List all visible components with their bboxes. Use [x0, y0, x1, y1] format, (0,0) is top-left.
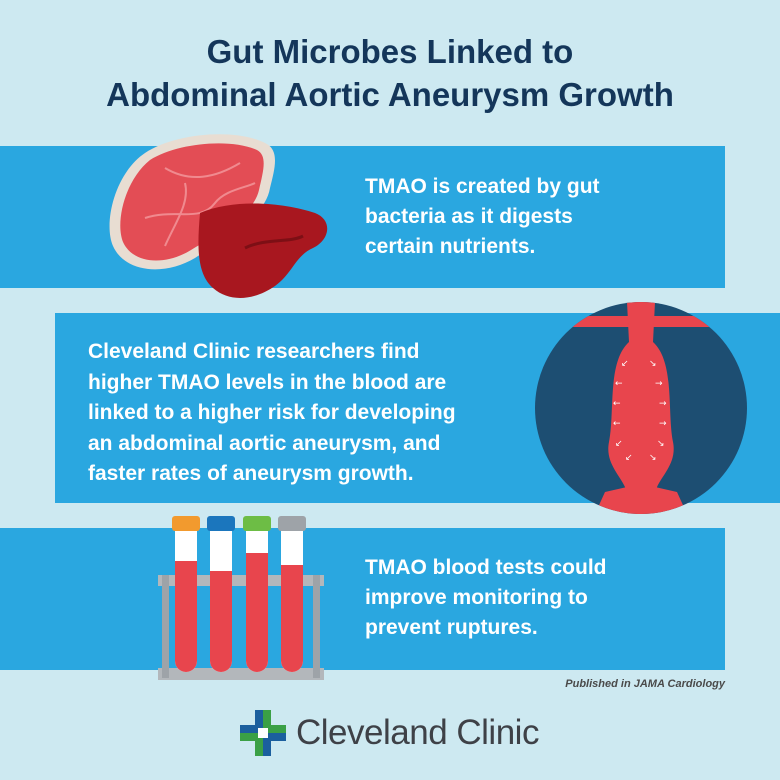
- title-line-2: Abdominal Aortic Aneurysm Growth: [106, 76, 674, 113]
- meat-icon: [109, 134, 328, 298]
- section-1-line: bacteria as it digests: [365, 205, 573, 228]
- svg-text:←: ←: [615, 379, 623, 389]
- section-2-text: Cleveland Clinic researchers find higher…: [88, 337, 528, 490]
- svg-text:↙: ↙: [621, 359, 629, 369]
- section-3-line: improve monitoring to: [365, 586, 588, 609]
- svg-text:↘: ↘: [657, 439, 665, 449]
- section-2-line: linked to a higher risk for developing: [88, 401, 456, 424]
- svg-text:↘: ↘: [649, 453, 657, 463]
- svg-text:→: →: [659, 399, 667, 409]
- page-title: Gut Microbes Linked to Abdominal Aortic …: [0, 30, 780, 116]
- title-line-1: Gut Microbes Linked to: [206, 33, 574, 70]
- svg-text:←: ←: [613, 419, 621, 429]
- aorta-aneurysm-icon: ↙ ↘ ← → ← → ← → ↙ ↘ ↙ ↘: [535, 302, 747, 514]
- section-2-line: higher TMAO levels in the blood are: [88, 370, 447, 394]
- section-1-line: TMAO is created by gut: [365, 175, 600, 198]
- svg-text:↙: ↙: [625, 453, 633, 463]
- logo-text: Cleveland Clinic: [296, 713, 539, 752]
- source-credit: Published in JAMA Cardiology: [565, 678, 725, 690]
- section-3-line: prevent ruptures.: [365, 616, 538, 639]
- section-2-line: faster rates of aneurysm growth.: [88, 462, 414, 485]
- svg-text:↙: ↙: [615, 439, 623, 449]
- svg-text:←: ←: [613, 399, 621, 409]
- svg-text:↘: ↘: [649, 359, 657, 369]
- cleveland-clinic-logo: Cleveland Clinic: [240, 710, 539, 756]
- section-1-text: TMAO is created by gut bacteria as it di…: [365, 172, 705, 262]
- section-band-3: [0, 528, 725, 670]
- section-2-line: an abdominal aortic aneurysm, and: [88, 431, 441, 455]
- svg-text:→: →: [655, 379, 663, 389]
- section-3-text: TMAO blood tests could improve monitorin…: [365, 553, 705, 643]
- cleveland-clinic-cross-icon: [240, 710, 286, 756]
- section-2-line: Cleveland Clinic researchers find: [88, 340, 420, 363]
- svg-text:→: →: [659, 419, 667, 429]
- blood-test-tubes-icon: [158, 516, 324, 680]
- section-3-line: TMAO blood tests could: [365, 556, 607, 579]
- section-1-line: certain nutrients.: [365, 235, 536, 258]
